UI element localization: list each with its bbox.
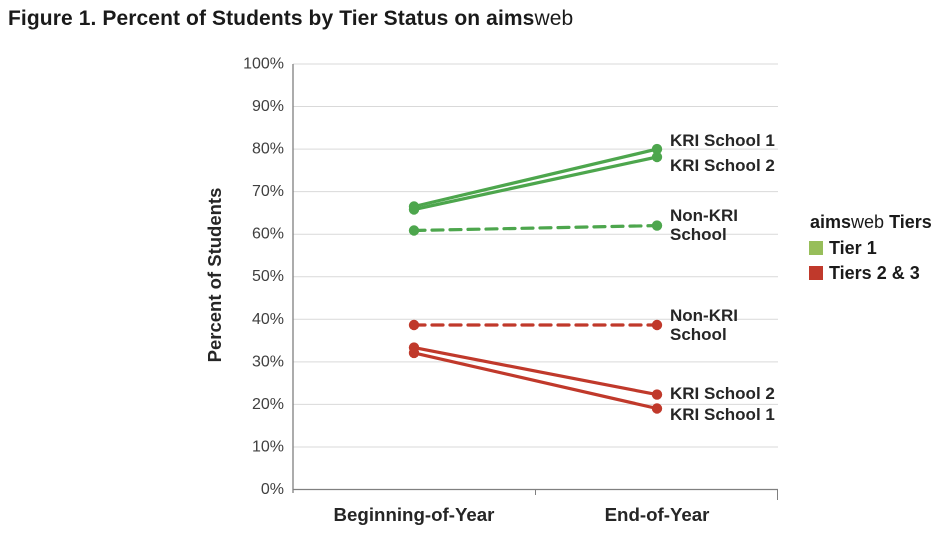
svg-text:End-of-Year: End-of-Year bbox=[605, 504, 710, 525]
svg-text:Non-KRI: Non-KRI bbox=[670, 306, 738, 325]
svg-text:50%: 50% bbox=[252, 268, 284, 285]
svg-text:80%: 80% bbox=[252, 141, 284, 158]
svg-text:aimsweb Tiers: aimsweb Tiers bbox=[810, 212, 932, 232]
svg-text:100%: 100% bbox=[243, 56, 284, 73]
svg-text:Non-KRI: Non-KRI bbox=[670, 206, 738, 225]
svg-text:20%: 20% bbox=[252, 396, 284, 413]
svg-text:School: School bbox=[670, 225, 727, 244]
svg-text:KRI School 1: KRI School 1 bbox=[670, 405, 775, 424]
svg-text:60%: 60% bbox=[252, 226, 284, 243]
svg-text:90%: 90% bbox=[252, 98, 284, 115]
svg-text:40%: 40% bbox=[252, 311, 284, 328]
svg-text:0%: 0% bbox=[261, 481, 284, 498]
svg-text:Tier 1: Tier 1 bbox=[829, 238, 877, 258]
svg-text:KRI School 1: KRI School 1 bbox=[670, 131, 775, 150]
svg-text:School: School bbox=[670, 325, 727, 344]
svg-text:Tiers 2 & 3: Tiers 2 & 3 bbox=[829, 263, 920, 283]
svg-text:KRI School 2: KRI School 2 bbox=[670, 156, 775, 175]
svg-text:KRI School 2: KRI School 2 bbox=[670, 384, 775, 403]
svg-text:10%: 10% bbox=[252, 438, 284, 455]
svg-text:70%: 70% bbox=[252, 183, 284, 200]
svg-text:Beginning-of-Year: Beginning-of-Year bbox=[334, 504, 495, 525]
svg-text:30%: 30% bbox=[252, 353, 284, 370]
svg-text:Percent of Students: Percent of Students bbox=[204, 188, 225, 363]
